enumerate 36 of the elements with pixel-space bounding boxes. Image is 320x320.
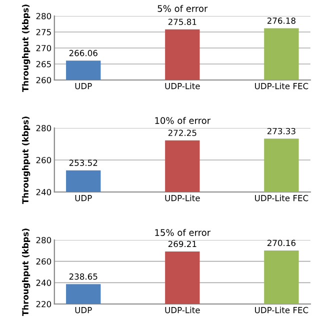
y-tick-label: 260 <box>36 156 52 164</box>
data-label: 269.21 <box>168 240 196 248</box>
data-label: 266.06 <box>69 50 98 56</box>
y-tick-label: 270 <box>36 44 52 52</box>
x-tick-label: UDP-Lite FEC <box>255 82 308 90</box>
chart-title: 10% of error <box>155 116 211 124</box>
data-label: 276.18 <box>267 18 296 24</box>
x-tick-label: UDP <box>75 195 92 202</box>
chart-title: 15% of error <box>155 228 211 236</box>
x-tick-label: UDP-Lite FEC <box>255 306 308 314</box>
data-label: 238.65 <box>69 273 98 280</box>
y-tick-label: 240 <box>36 188 52 196</box>
y-axis-title: Throughput (kbps) <box>22 228 30 316</box>
x-tick-label: UDP <box>75 83 92 90</box>
y-tick-label: 260 <box>36 76 52 84</box>
data-label: 275.81 <box>168 18 196 26</box>
data-label: 253.52 <box>69 160 98 166</box>
x-tick-label: UDP-Lite FEC <box>255 194 308 202</box>
y-tick-label: 280 <box>36 12 52 20</box>
y-tick-label: 220 <box>36 300 52 308</box>
data-label: 270.16 <box>267 240 296 246</box>
y-tick-label: 275 <box>36 28 51 36</box>
data-label: 272.25 <box>168 130 196 136</box>
x-tick-label: UDP-Lite <box>165 306 200 314</box>
y-tick-label: 280 <box>36 124 52 132</box>
y-tick-label: 260 <box>36 258 52 265</box>
y-axis-title: Throughput (kbps) <box>22 4 30 92</box>
y-tick-label: 280 <box>36 236 52 244</box>
chart-title: 5% of error <box>158 4 208 12</box>
x-tick-label: UDP <box>75 307 92 314</box>
x-tick-label: UDP-Lite <box>165 194 200 202</box>
y-tick-label: 240 <box>36 280 52 286</box>
y-axis-title: Throughput (kbps) <box>22 116 30 204</box>
x-tick-label: UDP-Lite <box>165 82 200 90</box>
data-label: 273.33 <box>267 128 296 134</box>
y-tick-label: 265 <box>36 60 51 68</box>
